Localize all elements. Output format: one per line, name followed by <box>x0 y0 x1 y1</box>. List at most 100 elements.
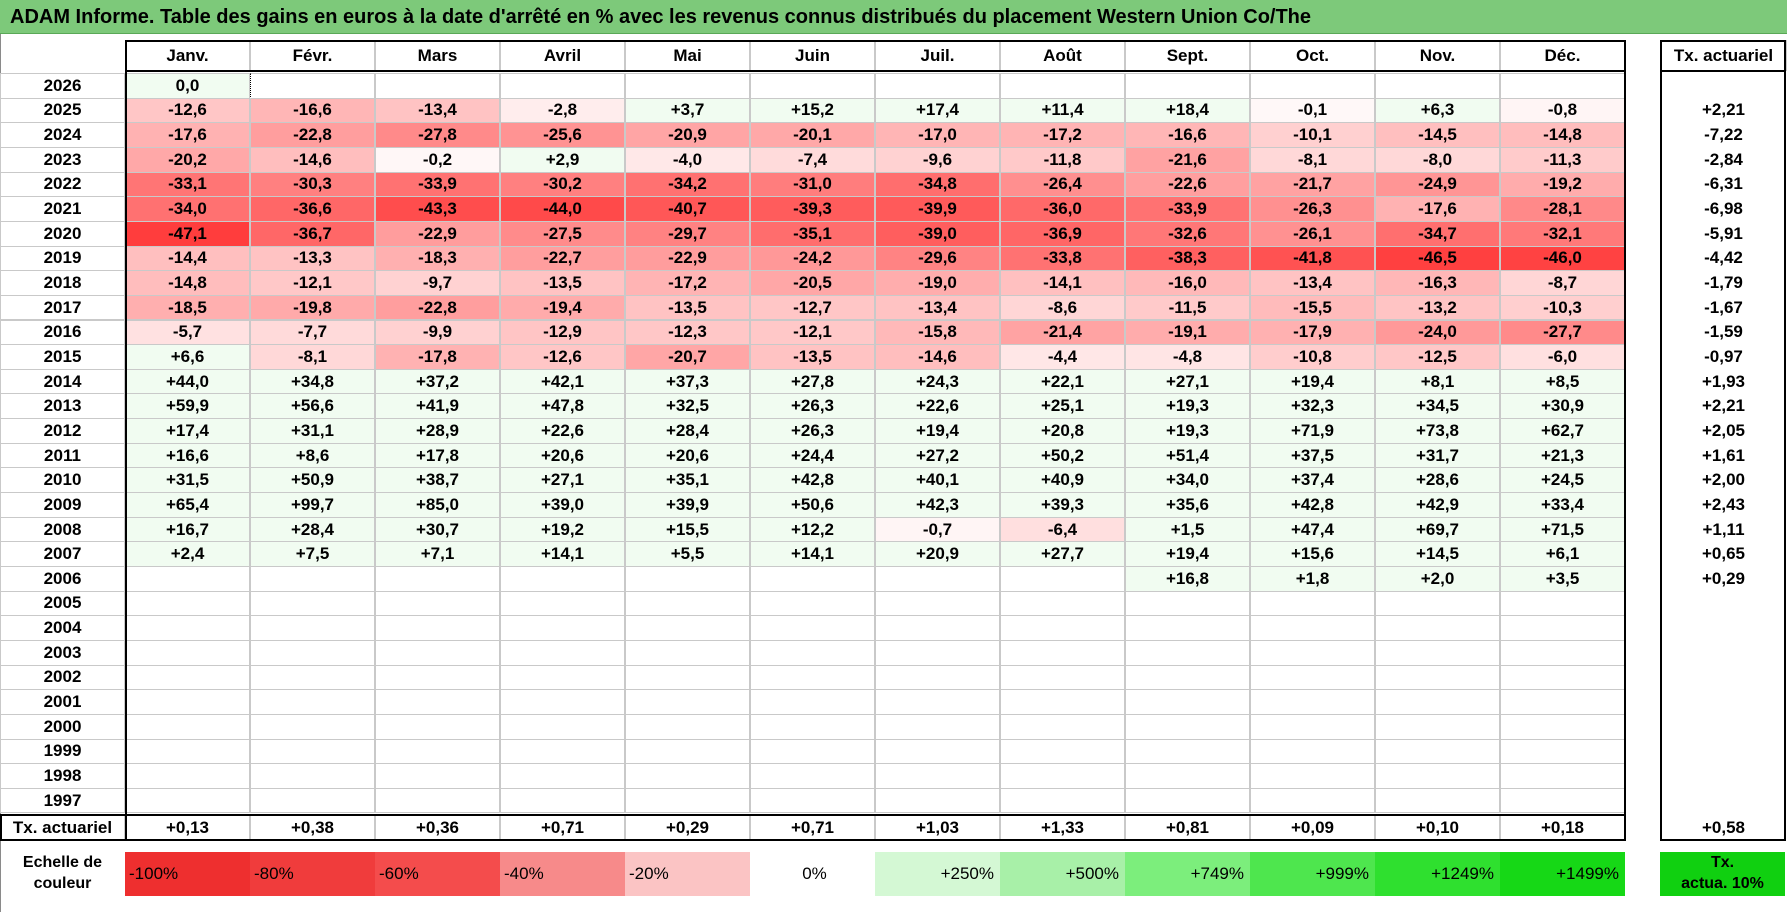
month-value-cell: -7,4 <box>750 146 875 173</box>
month-value-cell: -26,1 <box>1250 220 1375 247</box>
month-value-cell <box>125 639 250 666</box>
month-value-cell <box>1000 713 1125 740</box>
month-value-cell: -19,0 <box>875 270 1000 296</box>
month-value-cell: +27,2 <box>875 442 1000 469</box>
month-value-cell: -8,0 <box>1375 146 1500 173</box>
month-header: Janv. <box>125 40 250 71</box>
month-value-cell: +6,1 <box>1500 541 1625 567</box>
month-value-cell <box>1000 689 1125 715</box>
month-value-cell <box>625 713 750 740</box>
month-value-cell <box>1125 713 1250 740</box>
month-value-cell <box>1375 615 1500 641</box>
annual-value <box>1660 665 1787 691</box>
month-value-cell <box>1125 639 1250 666</box>
month-value-cell: -17,6 <box>125 122 250 148</box>
footer-value: +1,03 <box>875 814 1000 841</box>
year-label: 2006 <box>0 566 125 592</box>
footer-value: +0,71 <box>750 814 875 841</box>
month-value-cell: -17,0 <box>875 122 1000 148</box>
month-value-cell: -7,7 <box>250 319 375 346</box>
month-value-cell: -20,9 <box>625 122 750 148</box>
month-header: Juil. <box>875 40 1000 71</box>
footer-value: +0,71 <box>500 814 625 841</box>
month-value-cell <box>1250 713 1375 740</box>
month-value-cell: -39,9 <box>875 196 1000 222</box>
year-label: 2020 <box>0 220 125 247</box>
annual-value: +2,21 <box>1701 100 1745 120</box>
month-value-cell <box>1250 787 1375 814</box>
month-value-cell: +39,9 <box>625 492 750 518</box>
year-label: 1999 <box>0 738 125 765</box>
month-value-cell: +14,1 <box>500 541 625 567</box>
month-value-cell <box>1125 73 1250 99</box>
color-scale-swatch: +999% <box>1250 852 1375 896</box>
month-value-cell: -22,9 <box>625 245 750 272</box>
footer-value: +1,33 <box>1000 814 1125 841</box>
month-value-cell: +56,6 <box>250 393 375 420</box>
month-value-cell: -0,7 <box>875 516 1000 543</box>
month-value-cell: -44,0 <box>500 196 625 222</box>
year-label: 2016 <box>0 319 125 346</box>
month-value-cell: +8,6 <box>250 442 375 469</box>
month-value-cell: -0,2 <box>375 146 500 173</box>
month-value-cell: -14,5 <box>1375 122 1500 148</box>
month-value-cell: +30,7 <box>375 516 500 543</box>
month-value-cell: 0,0 <box>125 73 250 99</box>
month-value-cell: -13,4 <box>1250 270 1375 296</box>
month-value-cell: -26,3 <box>1250 196 1375 222</box>
month-value-cell <box>250 73 375 99</box>
month-value-cell <box>1375 73 1500 99</box>
month-value-cell <box>750 73 875 99</box>
month-value-cell <box>375 615 500 641</box>
month-value-cell: -11,8 <box>1000 146 1125 173</box>
annual-value: -6,98 <box>1704 199 1743 219</box>
month-value-cell: -27,5 <box>500 220 625 247</box>
month-value-cell <box>1500 590 1625 617</box>
month-value-cell: -5,7 <box>125 319 250 346</box>
footer-value: +0,38 <box>250 814 375 841</box>
month-value-cell <box>750 590 875 617</box>
month-value-cell <box>1000 566 1125 592</box>
annual-value: -7,22 <box>1704 125 1743 145</box>
month-value-cell <box>750 763 875 789</box>
tx-actua-swatch: Tx. actua. 10% <box>1660 852 1785 896</box>
month-value-cell: -36,6 <box>250 196 375 222</box>
month-value-cell: +21,3 <box>1500 442 1625 469</box>
annual-value: -1,67 <box>1704 297 1743 317</box>
month-value-cell: +37,5 <box>1250 442 1375 469</box>
month-value-cell <box>1250 689 1375 715</box>
annual-value: -5,91 <box>1704 223 1743 243</box>
month-value-cell <box>375 664 500 691</box>
month-value-cell <box>625 615 750 641</box>
year-label: 2003 <box>0 639 125 666</box>
month-value-cell <box>1500 615 1625 641</box>
footer-annual: +0,58 <box>1701 817 1745 837</box>
month-value-cell: -10,8 <box>1250 344 1375 370</box>
month-value-cell <box>875 615 1000 641</box>
month-value-cell: +26,3 <box>750 418 875 444</box>
month-value-cell <box>1125 689 1250 715</box>
footer-value: +0,18 <box>1500 814 1625 841</box>
month-value-cell: +71,9 <box>1250 418 1375 444</box>
month-value-cell: -13,4 <box>875 294 1000 321</box>
month-value-cell: -14,8 <box>125 270 250 296</box>
month-value-cell <box>1125 590 1250 617</box>
month-value-cell: -18,5 <box>125 294 250 321</box>
month-value-cell: +47,8 <box>500 393 625 420</box>
month-value-cell: +37,3 <box>625 368 750 395</box>
month-value-cell: -9,6 <box>875 146 1000 173</box>
month-value-cell: -38,3 <box>1125 245 1250 272</box>
month-value-cell: -22,6 <box>1125 171 1250 198</box>
tx-actua-line: actua. 10% <box>1681 875 1764 892</box>
month-value-cell <box>375 738 500 765</box>
month-value-cell: +1,8 <box>1250 566 1375 592</box>
month-value-cell: -13,5 <box>500 270 625 296</box>
year-label: 2018 <box>0 270 125 296</box>
month-value-cell: -31,0 <box>750 171 875 198</box>
annual-value: +1,11 <box>1702 519 1745 539</box>
month-value-cell: -21,6 <box>1125 146 1250 173</box>
month-value-cell: +51,4 <box>1125 442 1250 469</box>
month-value-cell: +71,5 <box>1500 516 1625 543</box>
month-value-cell: -33,9 <box>1125 196 1250 222</box>
month-value-cell: +28,9 <box>375 418 500 444</box>
